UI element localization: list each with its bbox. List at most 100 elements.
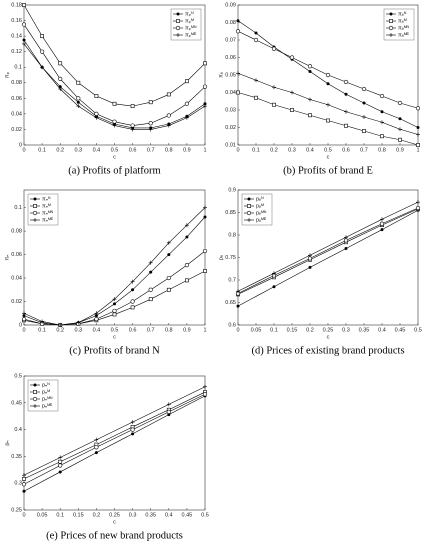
marker: [175, 25, 181, 31]
marker: [236, 19, 240, 23]
marker: [308, 70, 312, 73]
marker: [58, 455, 63, 460]
x-tick-label: 1: [203, 147, 206, 153]
x-tick-label: 0: [236, 327, 239, 333]
x-tick-label: 0.3: [74, 327, 82, 333]
marker: [58, 463, 63, 468]
marker: [236, 90, 240, 95]
marker: [167, 253, 171, 257]
marker: [397, 100, 403, 106]
series-line: [23, 386, 206, 476]
y-tick-label: 0.4: [14, 427, 22, 433]
marker: [22, 314, 26, 318]
legend-label: pₙᴹᴺ: [42, 395, 53, 402]
series-line: [237, 208, 419, 295]
y-tick-label: 0.8: [228, 232, 236, 238]
y-tick-label: 0.12: [11, 49, 22, 55]
marker: [185, 235, 189, 239]
marker: [112, 101, 117, 106]
caption: (c) Profits of brand N: [69, 345, 160, 356]
x-axis-label: c: [327, 154, 330, 160]
marker: [415, 205, 421, 211]
y-tick-label: 0.3: [14, 481, 22, 487]
marker: [166, 113, 171, 118]
legend-label: πₑᴹᴺ: [398, 24, 410, 31]
x-tick-label: 0: [236, 147, 239, 153]
marker: [130, 127, 135, 132]
marker: [416, 200, 420, 205]
marker: [22, 473, 26, 478]
y-tick-label: 0: [19, 142, 22, 148]
x-tick-label: 1: [203, 327, 206, 333]
marker: [344, 109, 348, 114]
y-tick-label: 0.75: [225, 255, 236, 261]
y-tick-label: 0.02: [11, 127, 22, 133]
chart-panel: 0 0.02 0.04 0.06 0.08 0.1 0 0.1 0.2 0.3 0.4 0.5 0.6 0…: [4, 189, 208, 356]
marker: [166, 92, 171, 97]
marker: [148, 287, 153, 292]
marker: [202, 84, 208, 89]
x-tick-label: 0.4: [93, 327, 101, 333]
marker: [58, 85, 62, 89]
marker: [247, 218, 251, 222]
marker: [344, 247, 348, 250]
marker: [344, 235, 348, 240]
marker: [398, 137, 402, 142]
marker: [76, 100, 80, 104]
marker: [308, 97, 312, 102]
marker: [166, 287, 171, 292]
legend-label: πₚᴹ: [185, 17, 194, 24]
marker: [247, 204, 251, 208]
legend-label: pₙᴹ: [42, 388, 50, 395]
marker: [176, 12, 180, 16]
marker: [247, 197, 251, 201]
x-tick-label: 0.7: [147, 147, 155, 153]
marker: [58, 76, 63, 81]
marker: [379, 221, 385, 226]
y-tick-label: 0.6: [228, 322, 236, 328]
marker: [236, 304, 240, 308]
x-tick-label: 0.2: [306, 327, 314, 333]
marker: [203, 104, 207, 109]
marker: [389, 12, 393, 16]
x-tick-label: 0.7: [360, 147, 368, 153]
y-tick-label: 0.5: [14, 373, 22, 379]
x-tick-label: 0.1: [56, 512, 64, 518]
legend-label: πₑᴺ: [398, 10, 407, 17]
marker: [112, 308, 117, 314]
x-axis-label: c: [113, 334, 116, 340]
marker: [58, 470, 62, 474]
x-tick-label: 0.9: [183, 147, 191, 153]
x-tick-label: 0: [22, 147, 25, 153]
x-tick-label: 0.45: [395, 327, 406, 333]
marker: [379, 93, 385, 99]
x-axis-label: c: [327, 334, 330, 340]
x-tick-label: 0.1: [38, 327, 46, 333]
marker: [149, 270, 153, 274]
marker: [76, 96, 81, 101]
marker: [39, 49, 45, 54]
marker: [326, 102, 330, 107]
marker: [203, 269, 207, 273]
legend-label: πₚᴹᴺ: [185, 24, 197, 31]
x-tick-label: 0.15: [73, 512, 84, 518]
y-tick-label: 0.04: [225, 90, 236, 96]
x-tick-label: 0.05: [37, 512, 48, 518]
marker: [112, 123, 117, 128]
y-tick-label: 0.18: [11, 2, 22, 8]
marker: [326, 118, 330, 123]
marker: [380, 134, 384, 139]
marker: [148, 260, 153, 265]
marker: [380, 228, 384, 232]
marker: [76, 80, 81, 85]
marker: [130, 123, 135, 128]
marker: [33, 204, 37, 208]
marker: [166, 123, 171, 128]
legend-label: πₙᴹᴺ: [42, 209, 54, 216]
marker: [94, 451, 98, 455]
marker: [130, 305, 135, 310]
y-tick-label: 0: [19, 322, 22, 328]
marker: [253, 37, 259, 43]
